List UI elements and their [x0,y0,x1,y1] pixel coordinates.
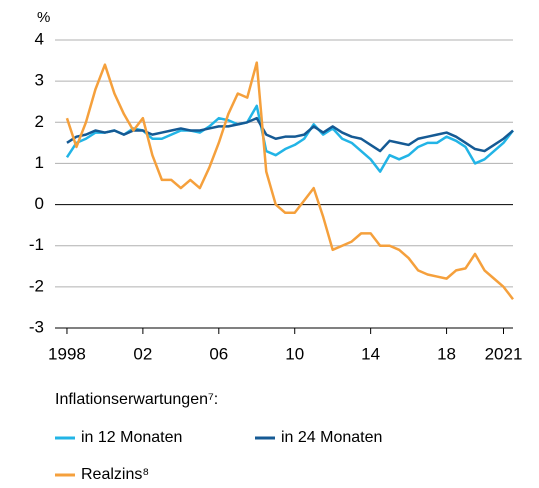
x-tick-label: 1998 [48,344,86,363]
y-tick-label: -3 [29,317,44,336]
series-line [65,104,514,173]
y-tick-label: 2 [35,112,44,131]
x-tick-label: 14 [361,344,380,363]
y-tick-label: 0 [35,194,44,213]
y-tick-label: 4 [35,29,44,48]
legend-label: Realzins⁸ [81,466,149,483]
y-tick-label: 1 [35,153,44,172]
legend-label: in 12 Monaten [81,429,182,446]
legend-title: Inflationserwartungen⁷: [55,391,218,408]
y-axis-label: % [37,9,50,26]
series-line [65,61,514,300]
x-tick-label: 18 [437,344,456,363]
y-tick-label: -2 [29,276,44,295]
x-tick-label: 06 [209,344,228,363]
x-tick-label: 02 [133,344,152,363]
legend-label: in 24 Monaten [281,429,382,446]
series-line [66,116,514,153]
x-tick-label: 2021 [485,344,523,363]
y-tick-label: -1 [29,235,44,254]
x-tick-label: 10 [285,344,304,363]
y-tick-label: 3 [35,71,44,90]
